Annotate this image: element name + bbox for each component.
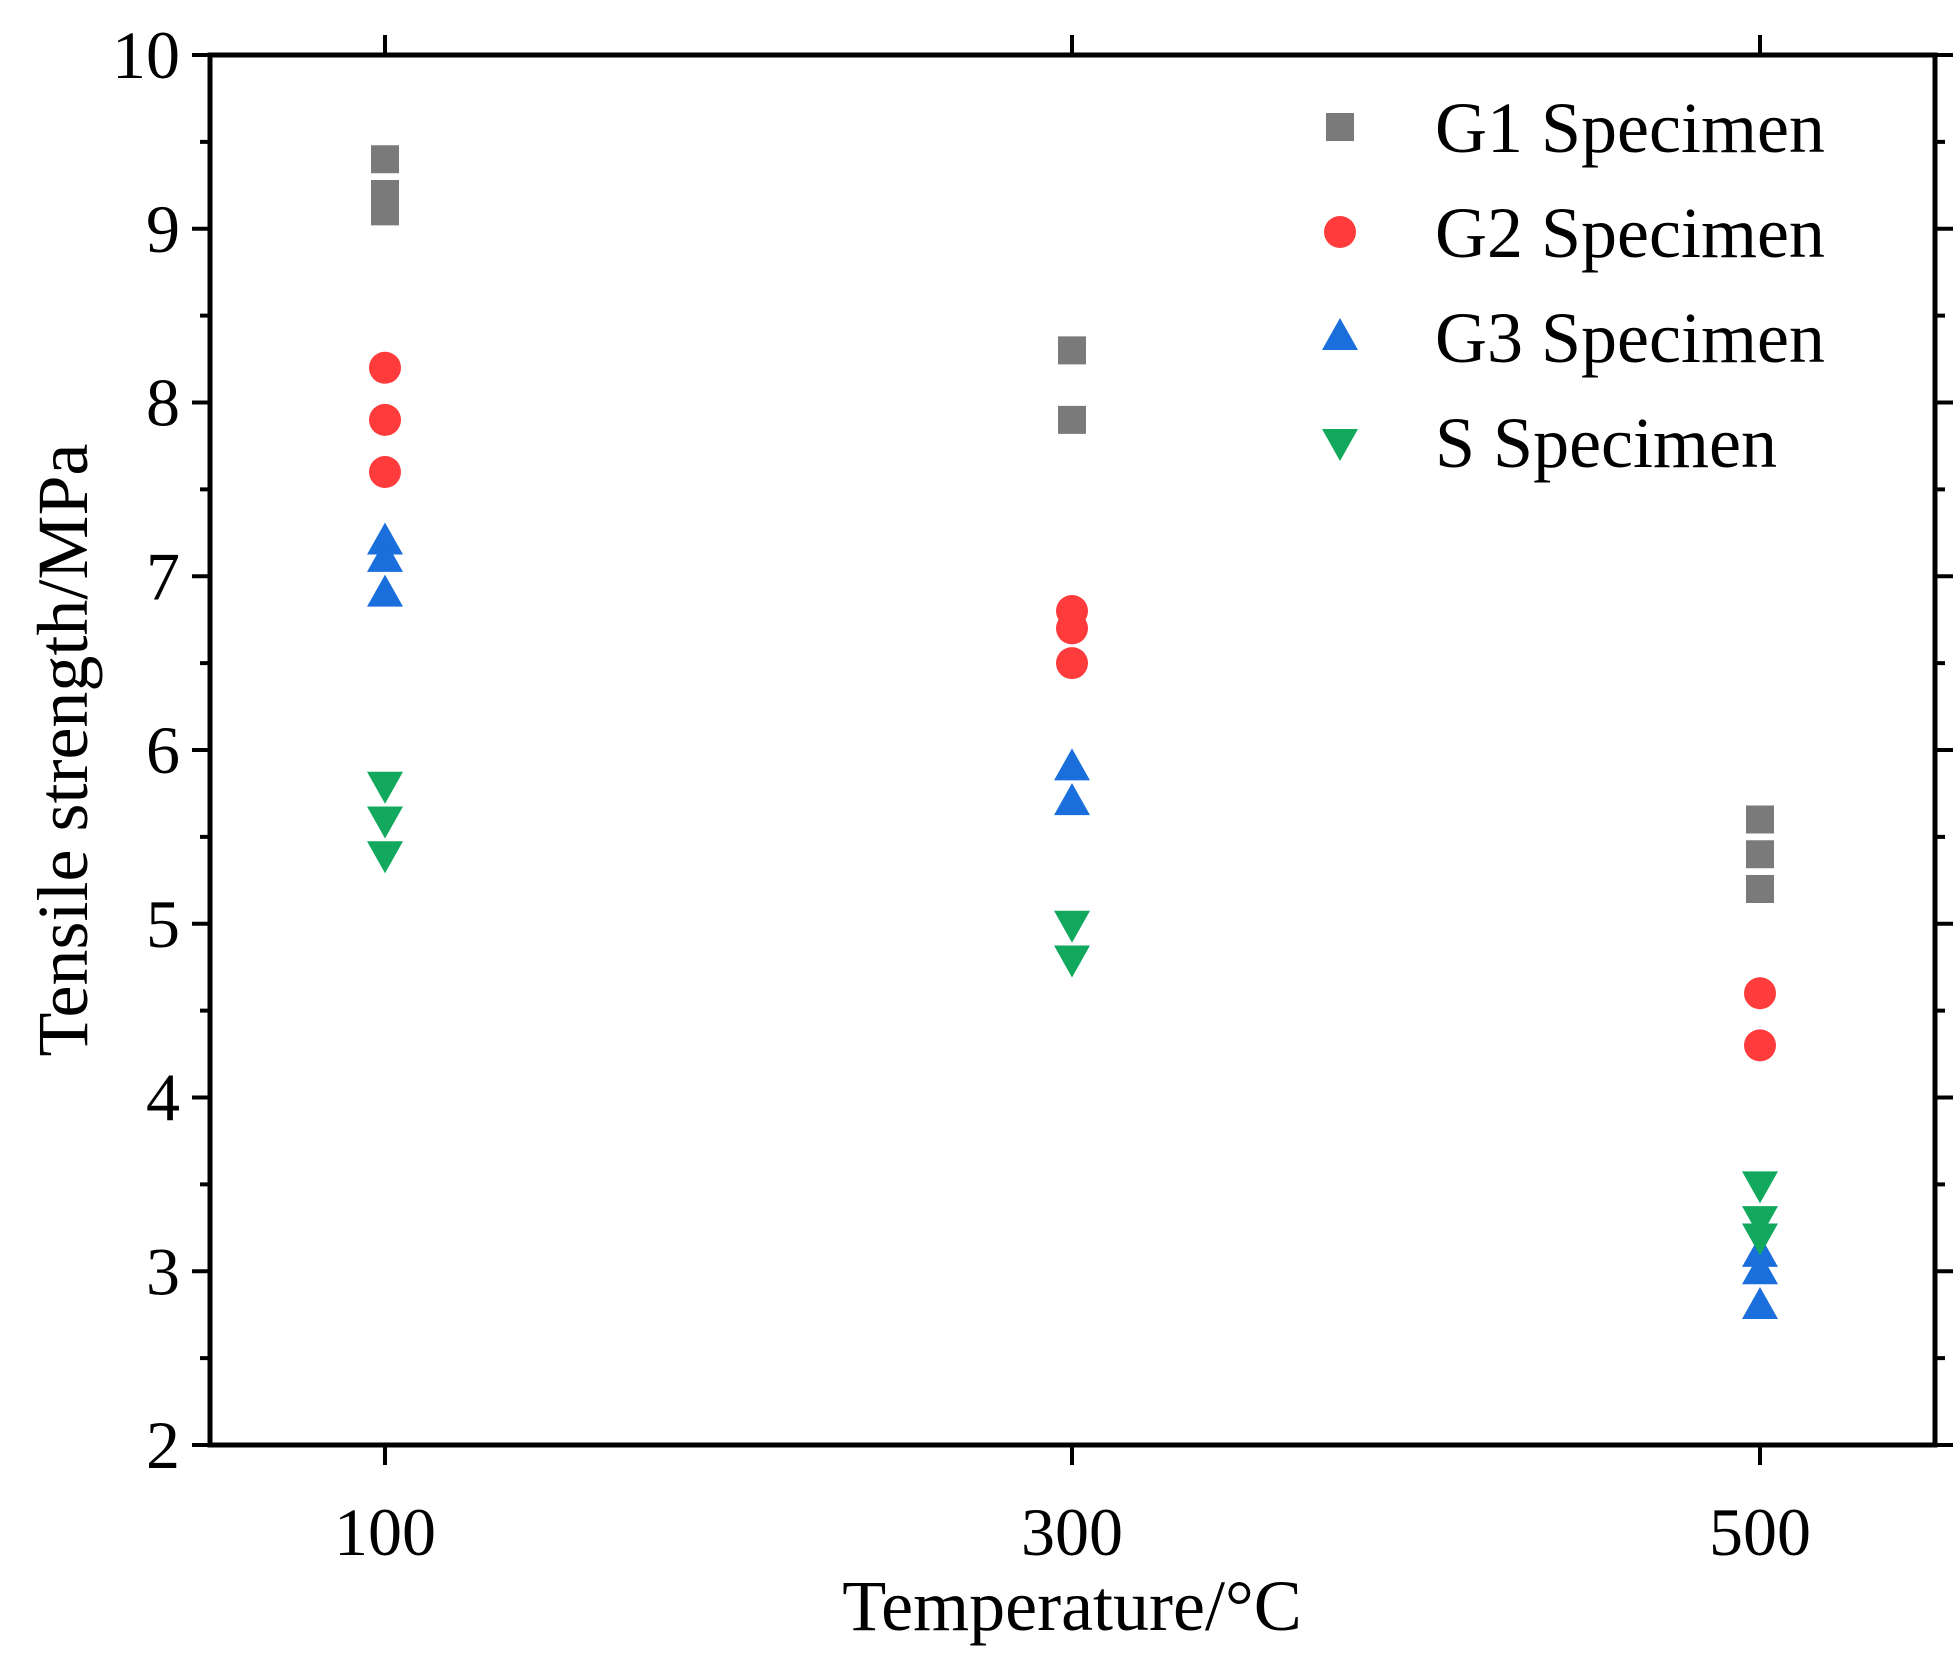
data-point (1054, 945, 1090, 978)
y-tick-label: 4 (146, 1060, 180, 1136)
data-point (367, 574, 403, 607)
y-tick-label: 10 (112, 17, 180, 93)
data-point (1054, 910, 1090, 943)
axis-ticks (192, 35, 1953, 1465)
tick-labels: 2 3 4 5 6 7 8 9 10 100 300 500 (112, 17, 1811, 1570)
y-tick-label: 6 (146, 712, 180, 788)
data-point (367, 771, 403, 804)
legend-marker (1322, 318, 1358, 350)
legend-entry: G1 Specimen (1326, 88, 1825, 168)
data-point (1056, 647, 1088, 680)
data-point (369, 351, 401, 384)
data-point (1746, 805, 1774, 834)
data-point (1742, 1287, 1778, 1319)
data-point (369, 403, 401, 436)
x-axis-title: Temperature/°C (842, 1566, 1302, 1646)
data-point (1056, 612, 1088, 645)
legend-entry: G2 Specimen (1324, 193, 1825, 273)
legend-label: G3 Specimen (1435, 298, 1825, 378)
data-point (1058, 336, 1086, 365)
data-points (367, 145, 1778, 1319)
data-point (369, 456, 401, 488)
data-point (1746, 875, 1774, 903)
legend-marker (1322, 429, 1358, 461)
y-tick-label: 9 (146, 191, 180, 267)
y-tick-label: 7 (146, 538, 180, 614)
legend-entry: S Specimen (1322, 403, 1777, 483)
data-point (367, 806, 403, 839)
legend-label: G2 Specimen (1435, 193, 1825, 273)
legend-marker (1326, 113, 1354, 141)
data-point (1742, 1206, 1778, 1239)
legend-label: S Specimen (1435, 403, 1777, 483)
legend-label: G1 Specimen (1435, 88, 1825, 168)
data-point (371, 197, 399, 226)
data-point (1746, 840, 1774, 869)
x-tick-label: 100 (334, 1494, 436, 1570)
data-point (371, 145, 399, 174)
data-point (1742, 1223, 1778, 1256)
series-3 (367, 522, 1778, 1319)
data-point (1744, 977, 1776, 1010)
series-4 (367, 771, 1778, 1256)
data-point (1744, 1029, 1776, 1062)
y-tick-label: 2 (146, 1407, 180, 1483)
data-point (1054, 783, 1090, 816)
data-point (367, 522, 403, 555)
x-tick-label: 300 (1021, 1494, 1123, 1570)
legend: G1 Specimen G2 Specimen G3 Specimen S Speci… (1322, 88, 1825, 483)
series-1 (371, 145, 1774, 903)
y-axis-title: Tensile strength/MPa (23, 444, 103, 1057)
series-2 (369, 351, 1776, 1062)
legend-marker (1324, 216, 1356, 248)
y-tick-label: 8 (146, 365, 180, 441)
data-point (367, 841, 403, 874)
x-tick-label: 500 (1709, 1494, 1811, 1570)
data-point (1054, 748, 1090, 781)
legend-entry: G3 Specimen (1322, 298, 1825, 378)
data-point (367, 539, 403, 572)
data-point (1742, 1171, 1778, 1204)
y-tick-label: 3 (146, 1233, 180, 1309)
data-point (1058, 405, 1086, 434)
y-tick-label: 5 (146, 886, 180, 962)
data-point (1742, 1252, 1778, 1285)
